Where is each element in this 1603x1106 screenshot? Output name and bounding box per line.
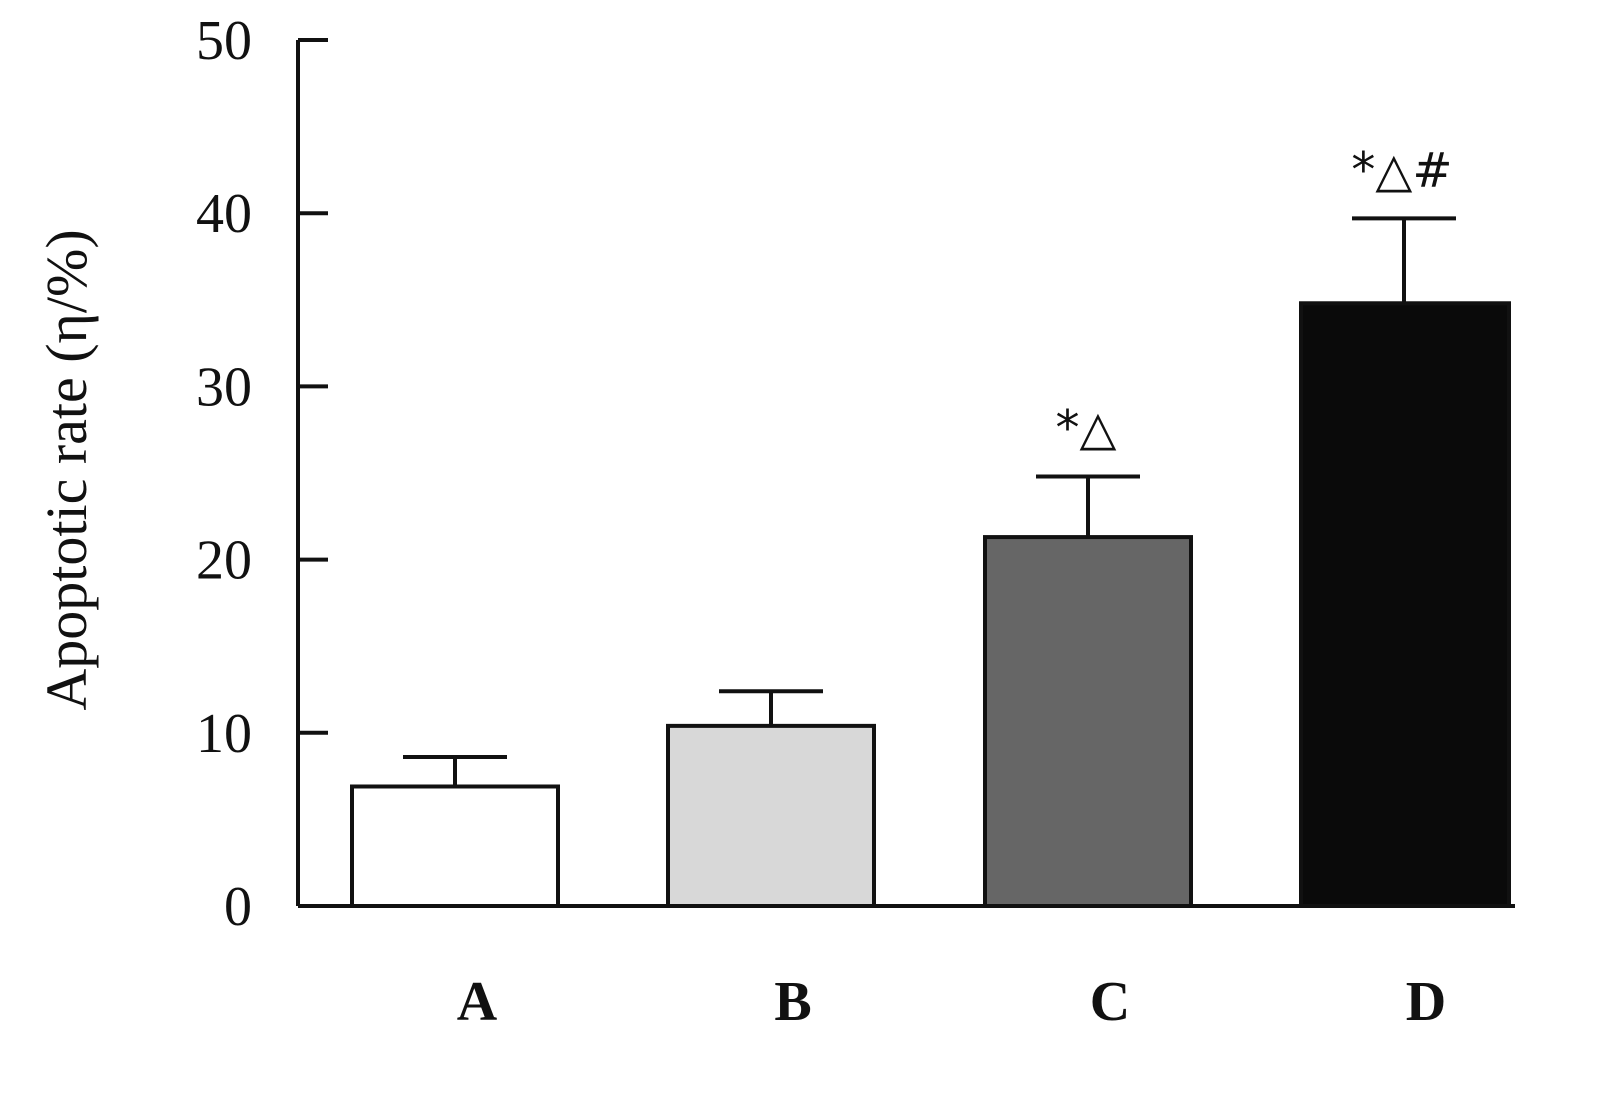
x-category-label: B: [774, 971, 811, 1033]
x-category-label: A: [457, 971, 498, 1033]
y-axis-title: Apoptotic rate (η/%): [34, 229, 99, 710]
y-tick-label: 40: [196, 183, 252, 245]
x-category-labels: A B C D: [457, 971, 1446, 1033]
y-tick-label: 50: [196, 10, 252, 72]
x-category-label: D: [1406, 971, 1446, 1033]
y-tick-label: 10: [196, 703, 252, 765]
bar-c: [983, 535, 1193, 908]
annotations-group: *△ *△#: [1056, 142, 1453, 456]
bars-group: [350, 301, 1511, 909]
axes-group: [296, 40, 1515, 908]
significance-annotation: *△#: [1351, 142, 1452, 198]
x-category-label: C: [1090, 971, 1130, 1033]
significance-annotation: *△: [1056, 400, 1117, 456]
bar-b: [666, 723, 876, 909]
error-bars-group: [403, 216, 1456, 787]
bar-d: [1299, 301, 1511, 909]
bar-a: [350, 784, 560, 909]
y-ticks-group: 0 10 20 30 40 50: [196, 10, 328, 938]
y-tick-label: 30: [196, 356, 252, 418]
y-tick-label: 0: [224, 876, 252, 938]
y-tick-label: 20: [196, 530, 252, 592]
